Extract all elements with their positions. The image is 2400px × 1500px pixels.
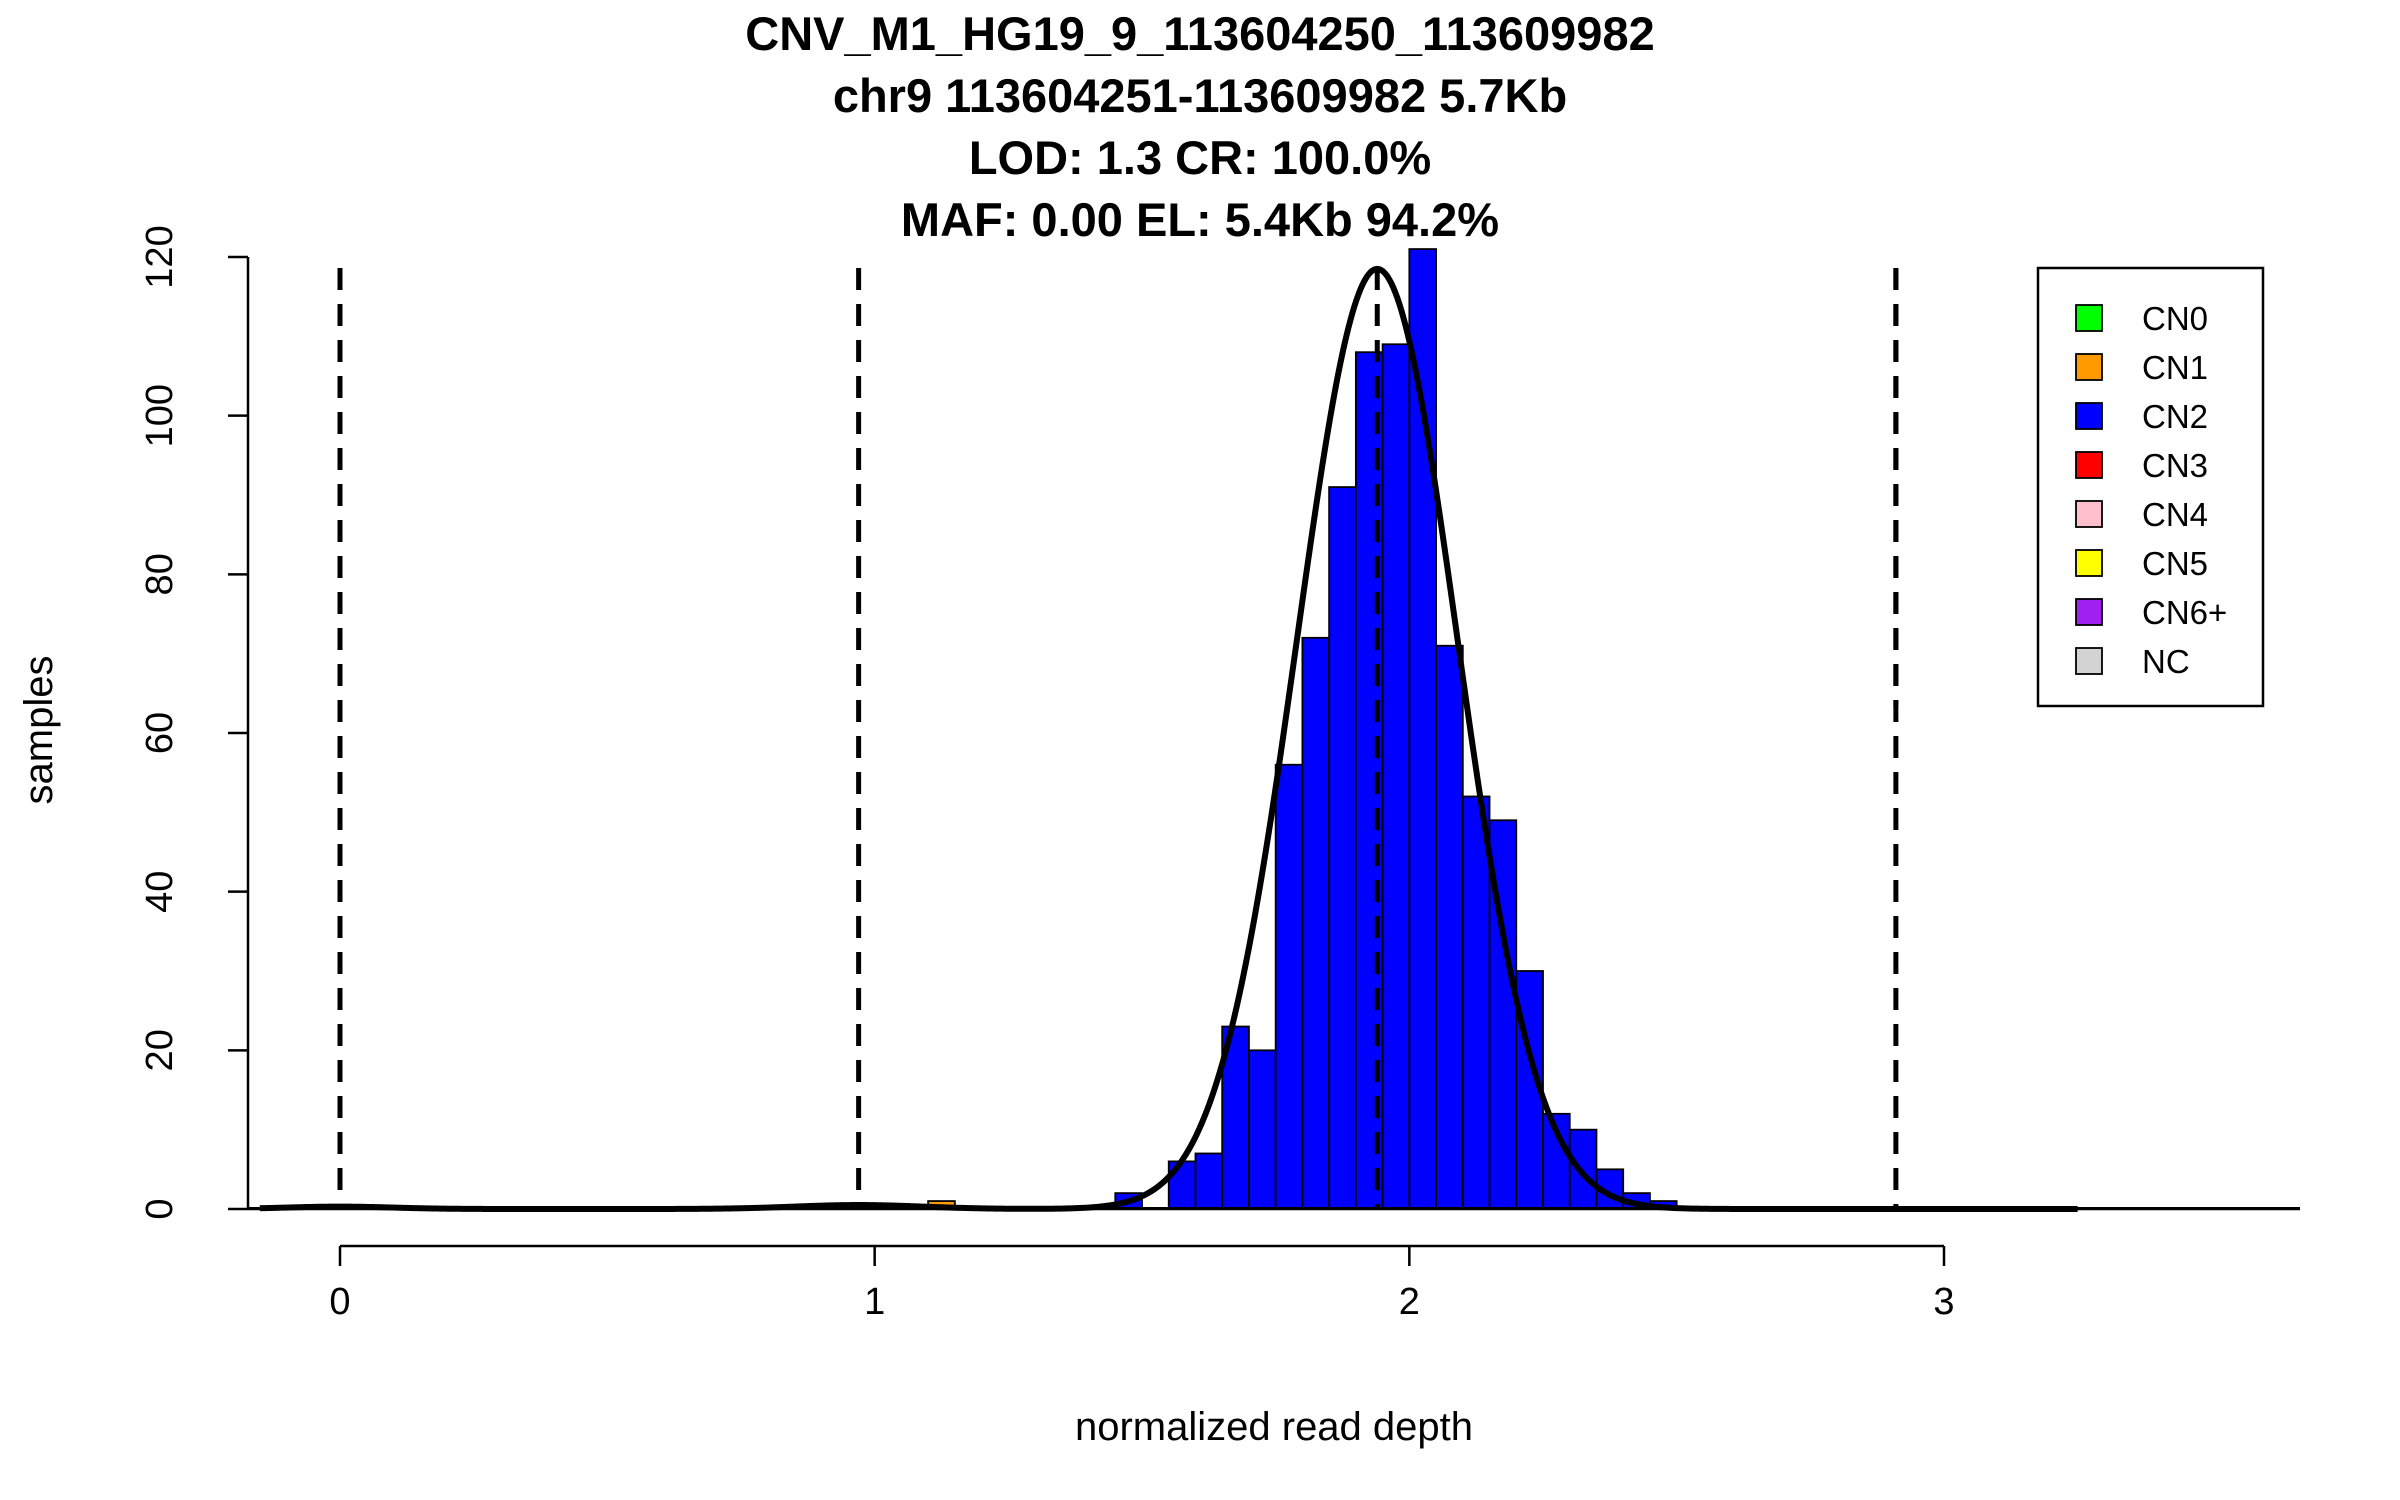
y-tick-label-6: 120 — [139, 225, 181, 288]
legend-swatch-cn2 — [2075, 402, 2103, 430]
bar-cn2-5 — [1274, 763, 1304, 1210]
bar-cn2-11 — [1435, 644, 1464, 1210]
x-axis-label: normalized read depth — [1075, 1405, 1473, 1449]
chart-title: CNV_M1_HG19_9_113604250_113609982 chr9 1… — [745, 7, 1654, 246]
bar-cn2-7 — [1328, 486, 1357, 1210]
bar-cn2-2 — [1194, 1152, 1224, 1210]
title-line-1: CNV_M1_HG19_9_113604250_113609982 — [745, 7, 1654, 60]
title-line-3: LOD: 1.3 CR: 100.0% — [969, 131, 1431, 184]
legend-label-cn2: CN2 — [2142, 398, 2208, 435]
y-tick-label-0: 0 — [139, 1198, 181, 1219]
legend-label-nc: NC — [2142, 643, 2190, 680]
x-tick-label-3: 3 — [1933, 1281, 1954, 1323]
bar-cn2-6 — [1301, 636, 1331, 1210]
legend-swatch-cn3 — [2075, 451, 2103, 479]
legend: CN0 CN1 CN2 CN3 CN4 CN5 CN6+ NC — [1893, 266, 2265, 708]
legend-swatch-cn5 — [2075, 549, 2103, 577]
bar-cn2-12 — [1461, 795, 1491, 1210]
y-tick-label-2: 40 — [139, 871, 181, 913]
legend-swatch-nc — [2075, 647, 2103, 675]
y-tick-label-5: 100 — [139, 384, 181, 447]
y-axis-label: samples — [17, 656, 61, 805]
legend-swatch-cn6plus — [2075, 598, 2103, 626]
legend-box — [2036, 266, 2265, 708]
bar-cn2-9 — [1381, 343, 1411, 1210]
y-tick-label-3: 60 — [139, 712, 181, 754]
x-tick-label-1: 1 — [864, 1281, 885, 1323]
histogram-bars — [248, 248, 2300, 1210]
legend-label-cn0: CN0 — [2142, 300, 2208, 337]
title-line-4: MAF: 0.00 EL: 5.4Kb 94.2% — [901, 193, 1499, 246]
x-tick-label-0: 0 — [329, 1281, 350, 1323]
y-tick-label-1: 20 — [139, 1029, 181, 1071]
legend-swatch-cn0 — [2075, 304, 2103, 332]
legend-swatch-cn4 — [2075, 500, 2103, 528]
title-line-2: chr9 113604251-113609982 5.7Kb — [833, 69, 1567, 122]
bar-cn2-16 — [1568, 1128, 1598, 1210]
bar-cn2-4 — [1248, 1049, 1277, 1210]
legend-swatch-cn1 — [2075, 353, 2103, 381]
legend-label-cn5: CN5 — [2142, 545, 2208, 582]
legend-label-cn3: CN3 — [2142, 447, 2208, 484]
legend-label-cn6plus: CN6+ — [2142, 594, 2227, 631]
legend-label-cn4: CN4 — [2142, 496, 2208, 533]
axes: 0 1 2 3 0 20 40 60 80 100 120 — [139, 225, 2300, 1323]
y-tick-label-4: 80 — [139, 553, 181, 595]
legend-label-cn1: CN1 — [2142, 349, 2208, 386]
bar-cn2-15 — [1542, 1112, 1571, 1210]
x-tick-label-2: 2 — [1399, 1281, 1420, 1323]
